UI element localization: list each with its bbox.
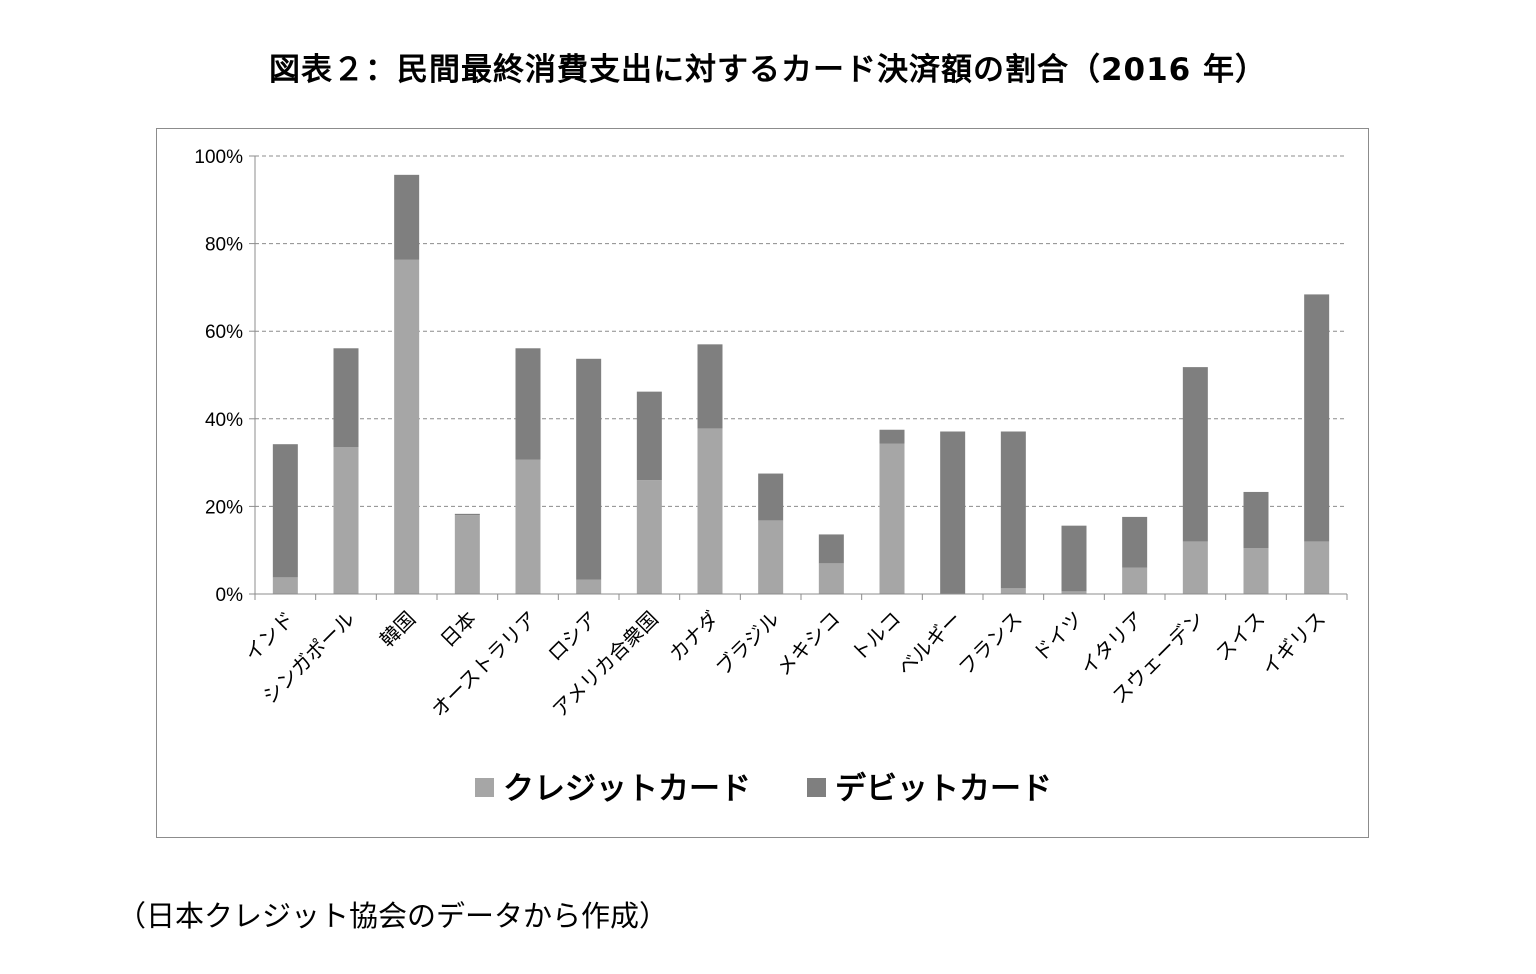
x-category-label: トルコ [846, 607, 905, 666]
legend-swatch-credit [475, 778, 494, 797]
debit-bar-2 [333, 348, 359, 448]
credit-bar-16 [1182, 541, 1208, 594]
y-tick-label: 60% [205, 322, 243, 343]
credit-bar-18 [1304, 541, 1330, 594]
credit-bar-14 [1061, 591, 1087, 594]
y-axis-tick-labels: 0% 20% 40% 60% 80% 100% [194, 147, 243, 606]
y-tick-label: 100% [194, 147, 243, 168]
source-note: （日本クレジット協会のデータから作成） [117, 899, 669, 933]
debit-bar-11 [879, 429, 905, 444]
debit-bar-14 [1061, 525, 1087, 592]
figure-title: 図表２：民間最終消費支出に対するカード決済額の割合（2016 年） [268, 52, 1268, 88]
legend-label-debit: デビットカード [835, 771, 1052, 807]
x-category-label: ブラジル [711, 607, 784, 680]
credit-bar-1 [272, 577, 298, 594]
debit-bar-4 [454, 513, 480, 516]
x-category-label: フランス [954, 607, 1027, 680]
x-category-label: 韓国 [375, 607, 420, 652]
credit-bar-15 [1122, 567, 1148, 594]
y-tick-label: 0% [216, 585, 244, 606]
debit-bar-1 [272, 444, 298, 578]
debit-bar-7 [636, 391, 662, 481]
credit-bar-11 [879, 443, 905, 594]
credit-bar-13 [1000, 588, 1026, 594]
credit-bar-7 [636, 480, 662, 594]
x-category-label: インド [239, 607, 298, 666]
x-category-label: ベルギー [893, 607, 967, 681]
credit-bar-2 [333, 447, 359, 594]
debit-bar-13 [1000, 431, 1026, 589]
debit-bar-17 [1243, 491, 1269, 549]
x-category-label: オーストラリア [426, 607, 541, 722]
stacked-bar-chart: 0% 20% 40% 60% 80% 100% インドシンガポール 韓国 日本オーストラリアロ… [194, 147, 1348, 807]
debit-bar-18 [1304, 294, 1330, 542]
x-category-label: イギリス [1257, 607, 1331, 681]
debit-bar-8 [697, 344, 723, 429]
debit-bar-12 [940, 431, 966, 594]
y-tick-label: 40% [205, 410, 243, 431]
x-category-label: アメリカ合衆国 [548, 607, 663, 722]
x-category-label: ドイツ [1028, 607, 1087, 666]
debit-bar-5 [515, 348, 541, 460]
debit-bar-3 [394, 174, 420, 260]
y-tick-label: 80% [205, 235, 243, 256]
chart-frame: 0% 20% 40% 60% 80% 100% インド シンガポール 韓国 日本 オーストラリアロ… [156, 128, 1369, 838]
credit-bar-5 [515, 459, 541, 594]
debit-bar-10 [818, 534, 844, 564]
credit-bar-10 [818, 563, 844, 594]
legend-swatch-debit [807, 778, 826, 797]
debit-bar-15 [1122, 516, 1148, 568]
x-category-label: 日本 [436, 607, 481, 652]
credit-bar-6 [576, 579, 602, 594]
legend-label-credit: クレジットカード [503, 771, 751, 807]
bars [272, 174, 1330, 594]
credit-bar-17 [1243, 548, 1269, 594]
x-category-label: メキシコ [771, 607, 845, 681]
credit-bar-8 [697, 428, 723, 594]
gridlines [255, 155, 1347, 507]
credit-bar-3 [394, 259, 420, 594]
x-category-label: カナダ [664, 607, 723, 666]
x-category-label: ロシア [543, 607, 602, 666]
debit-bar-9 [758, 473, 784, 521]
legend: クレジットカード デビットカード [475, 771, 1052, 807]
credit-bar-4 [454, 515, 480, 594]
y-tick-label: 20% [205, 497, 243, 518]
debit-bar-16 [1182, 367, 1208, 542]
axes [249, 155, 1348, 600]
credit-bar-9 [758, 520, 784, 594]
debit-bar-6 [576, 358, 602, 580]
x-category-label: スイス [1211, 607, 1270, 666]
